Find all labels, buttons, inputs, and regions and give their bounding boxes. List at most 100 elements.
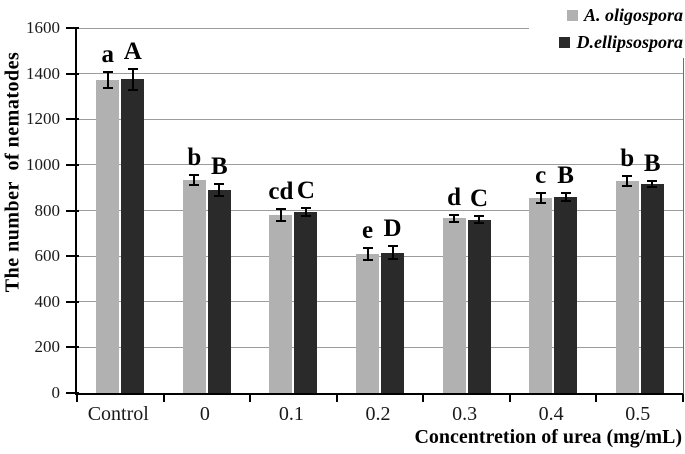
bar-a-oligospora xyxy=(442,218,466,393)
significance-letter: cd xyxy=(268,178,294,206)
y-tick-label: 1000 xyxy=(26,154,60,174)
error-bar xyxy=(106,72,109,89)
plot-area: a b cd e d c b A B C D C B B xyxy=(66,27,684,402)
significance-letter: e xyxy=(361,217,374,245)
significance-letter: c xyxy=(535,161,547,189)
error-bar xyxy=(651,181,654,188)
y-axis-tick xyxy=(66,118,79,121)
error-bar-cap-bottom xyxy=(560,199,571,202)
gridline xyxy=(77,346,683,348)
error-bar xyxy=(304,207,307,216)
legend-swatch-icon xyxy=(566,10,578,21)
legend-label: A. oligospora xyxy=(583,5,683,25)
bar-a-oligospora xyxy=(615,180,639,393)
y-tick-label: 1200 xyxy=(26,109,60,129)
error-bar-cap-top xyxy=(560,191,571,194)
error-bar-cap-bottom xyxy=(535,201,546,204)
significance-letter: a xyxy=(101,41,115,69)
bar-a-oligospora xyxy=(182,179,206,393)
bar-a-oligospora xyxy=(96,80,120,393)
bar-a-oligospora xyxy=(269,215,293,393)
significance-letter: B xyxy=(643,150,661,178)
significance-letter: B xyxy=(557,161,574,189)
gridline xyxy=(77,73,683,75)
bar-a-oligospora xyxy=(356,253,379,393)
bar-d-ellipsospora xyxy=(467,219,491,393)
error-bar-cap-top xyxy=(362,247,373,250)
x-tick-label: 0 xyxy=(199,403,210,425)
significance-letter: D xyxy=(383,215,402,243)
error-bar-cap-bottom xyxy=(387,258,398,261)
error-bar xyxy=(131,69,134,90)
error-bar xyxy=(279,209,282,221)
gridline xyxy=(77,210,683,211)
legend-label: D.ellipsospora xyxy=(576,32,683,52)
gridline xyxy=(77,255,683,257)
error-bar-cap-top xyxy=(214,182,225,185)
error-bar-cap-bottom xyxy=(647,186,658,189)
error-bar-cap-top xyxy=(189,173,200,176)
error-bar xyxy=(626,175,629,186)
significance-letter: b xyxy=(187,143,202,171)
error-bar-cap-top xyxy=(127,68,138,71)
y-axis-tick xyxy=(66,300,79,303)
significance-letter: b xyxy=(620,144,635,172)
y-tick-label: 1400 xyxy=(26,63,60,83)
error-bar-cap-top xyxy=(449,214,460,217)
y-tick-label: 200 xyxy=(34,337,61,357)
legend-item: D.ellipsospora xyxy=(559,32,683,53)
x-tick-label: 0.4 xyxy=(538,403,564,425)
y-tick-label: 400 xyxy=(34,291,61,311)
y-axis-tick xyxy=(66,27,79,29)
error-bar-cap-top xyxy=(535,191,546,194)
error-bar-cap-bottom xyxy=(127,88,138,91)
gridline xyxy=(77,27,683,29)
error-bar-cap-bottom xyxy=(362,258,373,261)
legend-swatch-icon xyxy=(559,37,571,48)
error-bar xyxy=(193,174,196,185)
error-bar-cap-bottom xyxy=(189,183,200,186)
error-bar xyxy=(366,248,369,260)
significance-letter: d xyxy=(447,184,462,212)
error-bar-cap-top xyxy=(275,208,286,211)
significance-letter: C xyxy=(296,176,315,204)
significance-letter: B xyxy=(211,152,228,180)
y-tick-label: 0 xyxy=(51,383,61,402)
x-tick-label: 0.3 xyxy=(452,403,478,425)
error-bar xyxy=(391,246,394,260)
bar-a-oligospora xyxy=(529,197,553,393)
error-bar-cap-bottom xyxy=(449,220,460,223)
error-bar xyxy=(453,215,456,222)
x-axis-tick xyxy=(422,395,425,402)
x-axis-tick xyxy=(76,395,78,402)
y-axis-tick xyxy=(66,72,79,75)
error-bar-cap-bottom xyxy=(622,184,633,187)
error-bar xyxy=(564,192,567,201)
y-axis-tick xyxy=(66,163,79,166)
y-axis-tick xyxy=(66,392,79,394)
error-bar xyxy=(218,183,221,197)
gridline xyxy=(77,118,683,120)
gridline xyxy=(77,164,683,166)
bar-d-ellipsospora xyxy=(207,189,231,393)
gridline xyxy=(77,301,683,303)
x-axis-tick xyxy=(335,395,338,402)
error-bar-cap-bottom xyxy=(474,222,485,225)
error-bar-cap-top xyxy=(387,245,398,248)
x-axis-tick xyxy=(249,395,252,402)
error-bar-cap-bottom xyxy=(300,214,311,217)
y-axis-tick xyxy=(66,346,79,349)
x-axis-tick xyxy=(682,395,684,402)
bar-d-ellipsospora xyxy=(294,211,318,393)
significance-letter: C xyxy=(470,184,489,212)
error-bar-cap-top xyxy=(300,206,311,209)
bar-d-ellipsospora xyxy=(381,252,404,393)
y-axis-tick xyxy=(66,255,79,258)
error-bar xyxy=(478,215,481,224)
error-bar-cap-bottom xyxy=(275,219,286,222)
legend-item: A. oligospora xyxy=(566,5,683,26)
x-axis-tick xyxy=(595,395,598,402)
x-axis-tick xyxy=(162,395,165,402)
y-axis-tick xyxy=(66,209,79,212)
